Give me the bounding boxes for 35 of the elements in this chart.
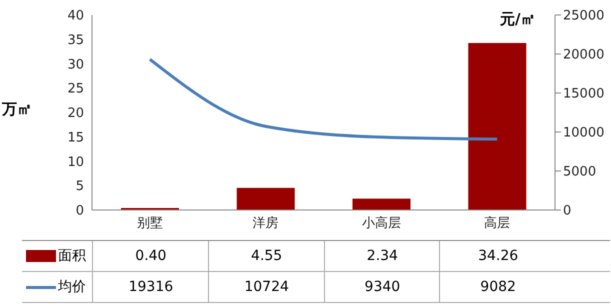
bar [352, 198, 410, 210]
y2-tick-label: 0 [563, 204, 572, 219]
y2-tick-label: 20000 [563, 48, 604, 63]
y-axis-title: 万㎡ [2, 100, 32, 119]
legend-label: 均价 [58, 278, 86, 296]
bar [236, 188, 295, 210]
y2-tick-label: 25000 [563, 8, 604, 24]
data-label: 2.34 [324, 241, 440, 271]
y-tick-label: 30 [67, 57, 84, 72]
x-tick-label: 小高层 [362, 215, 401, 232]
line-series [148, 58, 499, 141]
y-tick-label: 40 [67, 8, 84, 24]
data-label: 0.40 [92, 241, 209, 271]
y2-tick-label: 10000 [563, 126, 604, 141]
y-tick-label: 25 [67, 82, 84, 97]
data-label: 10724 [208, 272, 324, 302]
data-label: 34.26 [439, 241, 556, 271]
data-label: 19316 [92, 272, 209, 302]
data-label: 9340 [324, 272, 440, 302]
x-tick-label: 高层 [484, 215, 510, 232]
x-tick-label: 洋房 [252, 215, 279, 232]
y-tick-label: 20 [67, 106, 84, 122]
bar [468, 42, 526, 210]
y2-tick-label: 5000 [563, 164, 596, 180]
y2-axis-title: 元/㎡ [500, 10, 536, 29]
x-tick-label: 别墅 [136, 216, 163, 232]
y-tick-label: 5 [76, 179, 84, 194]
y2-tick-label: 15000 [563, 86, 604, 102]
data-label: 4.55 [208, 241, 324, 271]
y-tick-label: 35 [67, 32, 84, 48]
y-tick-label: 0 [76, 204, 84, 219]
y-tick-label: 10 [67, 154, 84, 170]
y-tick-label: 15 [67, 130, 84, 146]
legend-label: 面积 [58, 247, 86, 265]
data-label: 9082 [439, 272, 556, 302]
